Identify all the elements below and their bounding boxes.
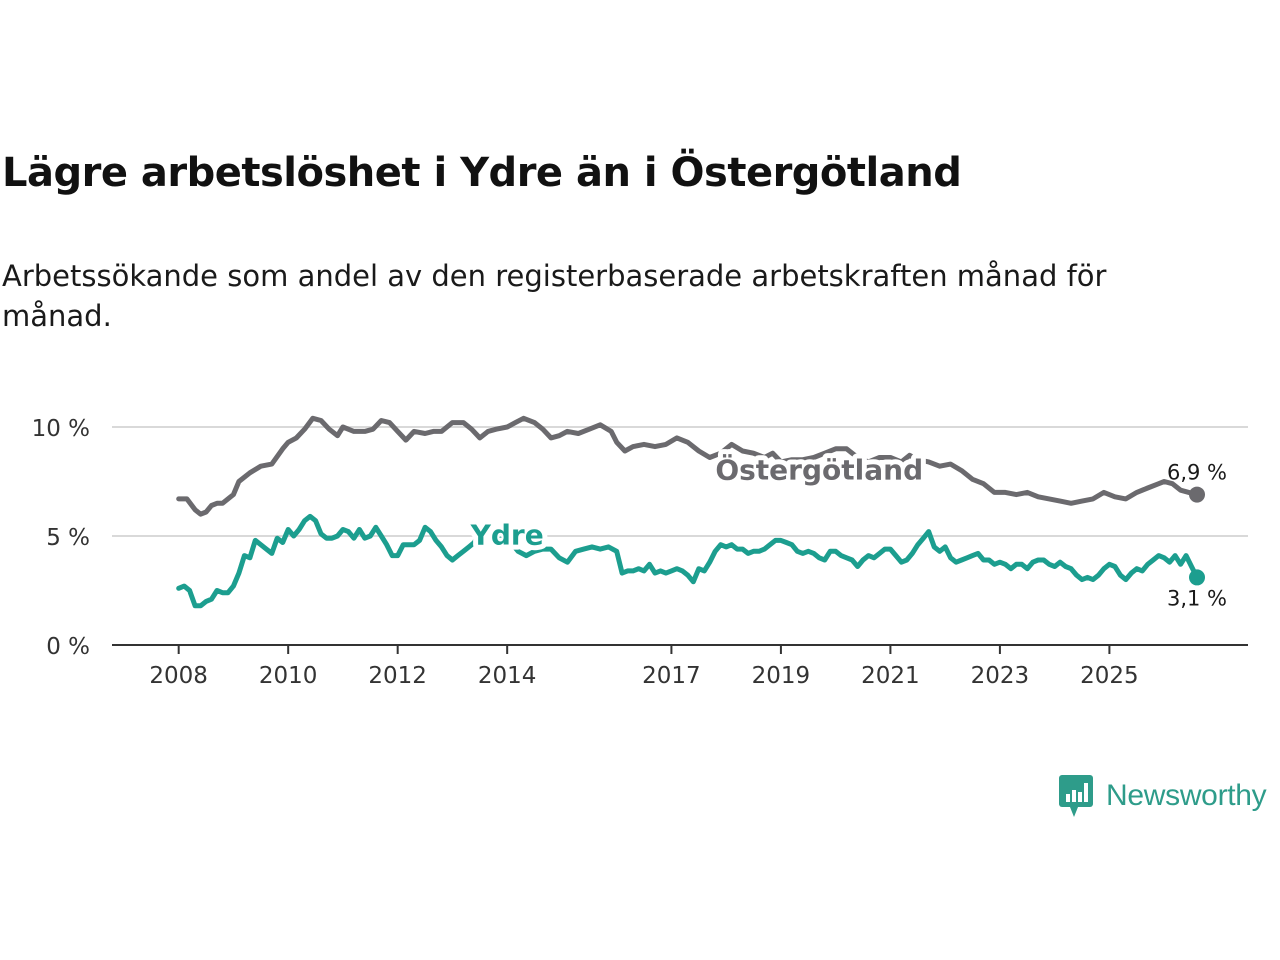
x-tick-label-2008: 2008 xyxy=(149,663,208,689)
series-line-0 xyxy=(176,415,1200,517)
series-end-label-0: 6,9 % xyxy=(1167,461,1227,485)
series-end-point-1 xyxy=(1189,569,1205,586)
chart-bubble-icon xyxy=(1059,775,1093,817)
brand-name: Newsworthy xyxy=(1106,779,1267,812)
newsworthy-logo: Newsworthy xyxy=(1058,774,1267,818)
chart-subtitle: Arbetssökande som andel av den registerb… xyxy=(2,259,1107,333)
x-tick-label-2023: 2023 xyxy=(971,663,1030,689)
x-tick-label-2021: 2021 xyxy=(861,663,920,689)
x-tick-label-2014: 2014 xyxy=(478,663,537,689)
series-name-label-1: Ydre xyxy=(470,519,544,552)
series-group: 6,9 % Östergötland 3,1 % Ydre xyxy=(176,415,1227,610)
y-axis: 0 % 5 % 10 % xyxy=(32,416,90,660)
x-tick-label-2017: 2017 xyxy=(642,663,701,689)
chart-title: Lägre arbetslöshet i Ydre än i Östergötl… xyxy=(2,150,962,196)
series-end-label-1: 3,1 % xyxy=(1167,586,1227,610)
y-tick-label-5: 5 % xyxy=(46,525,90,551)
series-line-1 xyxy=(176,513,1200,609)
y-tick-label-10: 10 % xyxy=(32,416,90,442)
x-axis: 2008 2010 2012 2014 2017 2019 2021 2023 2025 xyxy=(112,644,1248,689)
grid-lines xyxy=(112,426,1248,537)
series-end-point-0 xyxy=(1189,486,1205,503)
x-tick-label-2012: 2012 xyxy=(368,663,427,689)
x-tick-label-2025: 2025 xyxy=(1080,663,1139,689)
series-name-label-0: Östergötland xyxy=(715,452,923,486)
x-tick-label-2010: 2010 xyxy=(259,663,318,689)
x-tick-label-2019: 2019 xyxy=(752,663,811,689)
y-tick-label-0: 0 % xyxy=(46,634,90,660)
